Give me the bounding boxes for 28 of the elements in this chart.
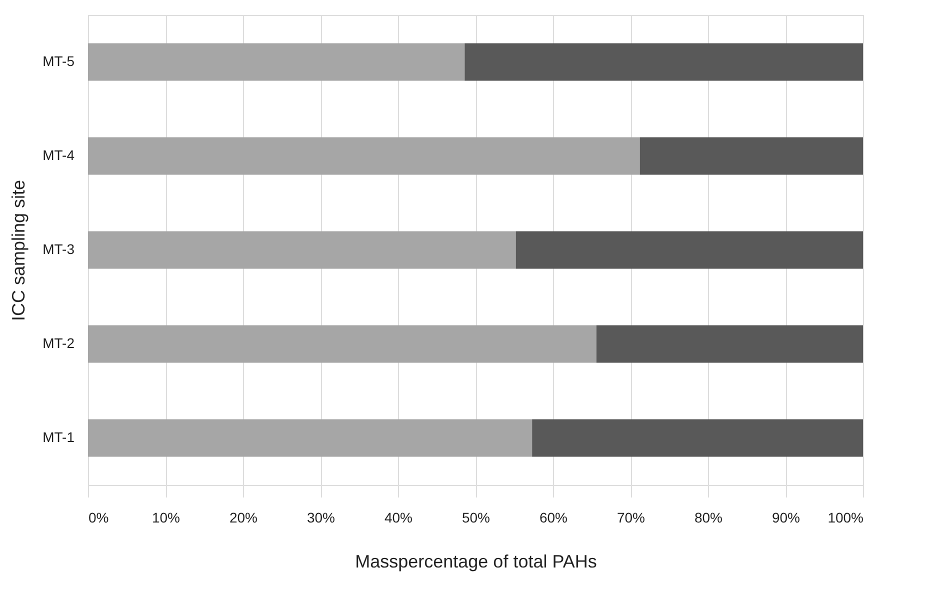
x-tick-label: 20% — [229, 510, 258, 526]
x-tick-label: 60% — [539, 510, 568, 526]
x-tick-label: 30% — [306, 510, 336, 526]
y-tick-label: MT-2 — [42, 335, 75, 351]
bar — [596, 325, 863, 363]
x-tick-label: 0% — [88, 510, 109, 526]
y-tick-label: MT-1 — [42, 429, 75, 445]
x-tick-label: 70% — [616, 510, 646, 526]
bar — [88, 325, 596, 363]
bar — [464, 43, 863, 81]
x-tick-label: 40% — [384, 510, 413, 526]
y-axis-title: ICC sampling site — [8, 180, 29, 322]
y-tick-label: MT-5 — [42, 53, 75, 69]
x-axis-title: Masspercentage of total PAHs — [355, 552, 597, 572]
x-tick-label: 100% — [828, 510, 864, 526]
bar — [516, 231, 863, 269]
x-tick-label: 90% — [772, 510, 800, 526]
bar — [88, 231, 516, 269]
bar — [532, 419, 863, 457]
bar — [88, 419, 532, 457]
x-tick-label: 80% — [694, 510, 723, 526]
y-tick-label: MT-3 — [42, 241, 75, 257]
bar — [88, 43, 465, 81]
y-tick-label: MT-4 — [42, 147, 75, 163]
x-tick-label: 10% — [152, 510, 180, 526]
x-tick-label: 50% — [462, 510, 490, 526]
bar — [640, 137, 863, 175]
bar — [88, 137, 640, 175]
